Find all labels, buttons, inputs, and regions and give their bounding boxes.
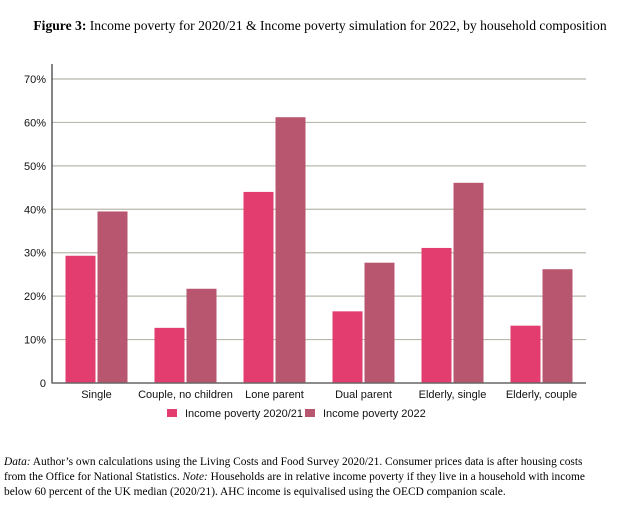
- y-tick-label: 50%: [24, 161, 46, 173]
- note-text: Households are in relative income povert…: [207, 471, 585, 483]
- bars: [65, 117, 573, 383]
- x-tick-label: Elderly, couple: [506, 389, 577, 401]
- bar: [186, 288, 217, 383]
- bar: [65, 255, 96, 383]
- y-tick-label: 0: [40, 378, 46, 390]
- y-tick-label: 20%: [24, 291, 46, 303]
- bar: [275, 117, 306, 383]
- bar: [453, 182, 484, 383]
- y-tick-labels: 0 10% 20% 30% 40% 50% 60% 70%: [24, 74, 46, 390]
- caption-line-2: from the Office for National Statistics.…: [4, 470, 640, 485]
- bar: [364, 262, 395, 383]
- y-tick-label: 30%: [24, 248, 46, 260]
- x-tick-label: Elderly, single: [419, 389, 487, 401]
- legend-swatch: [167, 409, 177, 417]
- legend-swatch: [305, 409, 315, 417]
- bar: [421, 247, 452, 383]
- gridlines: [52, 78, 586, 341]
- y-tick-label: 70%: [24, 74, 46, 86]
- x-tick-labels: Single Couple, no children Lone parent Dual…: [81, 389, 577, 401]
- bar: [243, 191, 274, 383]
- figure-label: Figure 3:: [33, 18, 87, 33]
- data-label: Data:: [4, 456, 31, 468]
- legend-label: Income poverty 2022: [323, 408, 426, 420]
- note-label: Note:: [182, 471, 208, 483]
- x-tick-label: Lone parent: [245, 389, 304, 401]
- bar: [97, 211, 128, 383]
- caption-line-1: Data: Author’s own calculations using th…: [4, 455, 640, 470]
- x-tick-label: Couple, no children: [138, 389, 233, 401]
- y-tick-label: 60%: [24, 117, 46, 129]
- data-text: Author’s own calculations using the Livi…: [30, 456, 583, 468]
- x-tick-label: Single: [81, 389, 112, 401]
- legend-label: Income poverty 2020/21: [185, 408, 303, 420]
- y-tick-label: 10%: [24, 335, 46, 347]
- bar: [332, 311, 363, 383]
- bar-chart: 0 10% 20% 30% 40% 50% 60% 70% Single Couple, no …: [24, 64, 586, 420]
- legend: Income poverty 2020/21 Income poverty 202…: [167, 408, 426, 420]
- figure-caption: Data: Author’s own calculations using th…: [4, 455, 640, 500]
- bar: [542, 269, 573, 383]
- y-tick-label: 40%: [24, 204, 46, 216]
- figure-title: Figure 3: Income poverty for 2020/21 & I…: [0, 18, 640, 34]
- caption-line-3: below 60 percent of the UK median (2020/…: [4, 485, 640, 500]
- line2-text: from the Office for National Statistics.: [4, 471, 183, 483]
- line3-text: below 60 percent of the UK median (2020/…: [4, 486, 506, 498]
- bar: [154, 327, 185, 383]
- figure-title-text: Income poverty for 2020/21 & Income pove…: [89, 18, 607, 33]
- bar: [510, 325, 541, 383]
- x-tick-label: Dual parent: [335, 389, 392, 401]
- axes: [51, 64, 586, 384]
